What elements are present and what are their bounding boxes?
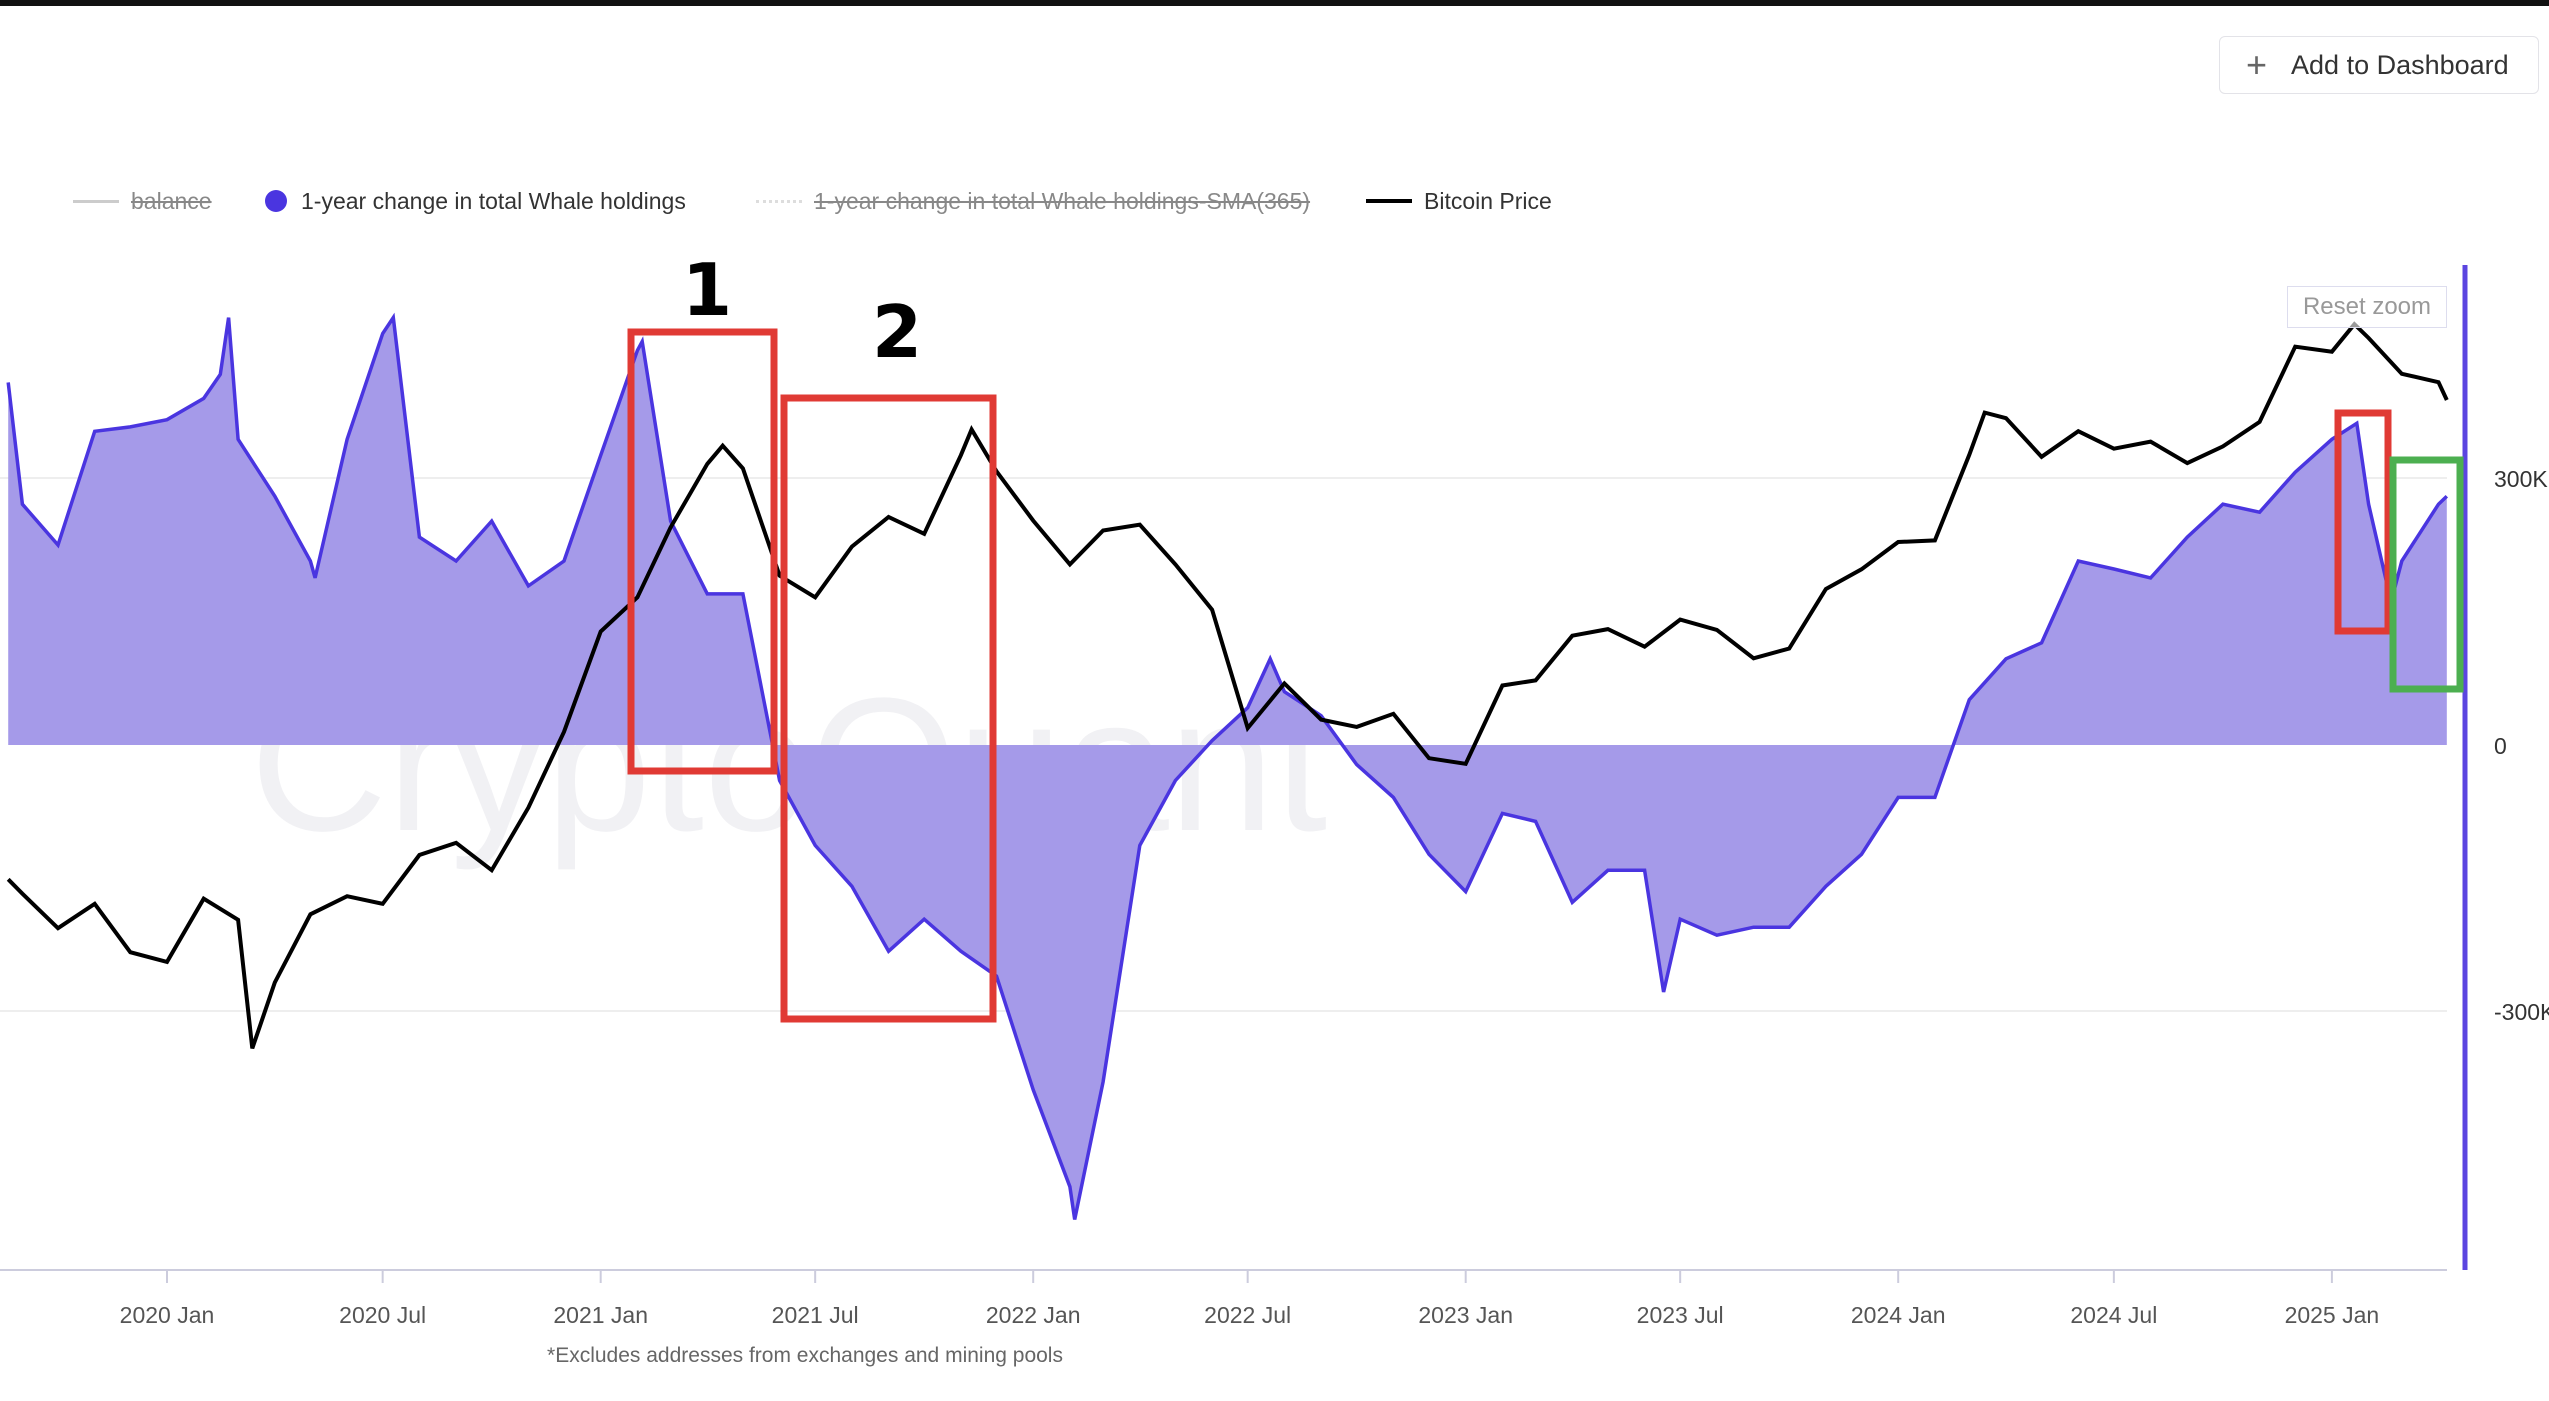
x-tick-label: 2023 Jan [1418,1302,1513,1328]
annotation-label-2: 2 [872,290,923,374]
legend-item-whale-sma[interactable]: 1-year change in total Whale holdings-SM… [756,184,1310,218]
annotation-box-2 [780,394,997,1023]
annotation-label-1: 1 [682,248,733,332]
circle-swatch-icon [265,190,287,212]
annotation-box-1 [627,328,778,775]
x-tick-label: 2021 Jul [772,1302,859,1328]
reset-zoom-button[interactable]: Reset zoom [2287,286,2447,328]
legend-item-whale-change[interactable]: 1-year change in total Whale holdings [265,184,686,218]
x-tick-label: 2021 Jan [553,1302,648,1328]
x-tick-label: 2022 Jan [986,1302,1081,1328]
line-swatch-icon [1366,199,1412,203]
x-tick-label: 2024 Jan [1851,1302,1946,1328]
x-axis-ticks: 2020 Jan 2020 Jul 2021 Jan 2021 Jul 2022 Jan… [120,1270,2380,1328]
y-tick-300k: 300K [2494,466,2548,492]
x-tick-label: 2020 Jan [120,1302,215,1328]
x-tick-label: 2025 Jan [2285,1302,2380,1328]
legend-item-balance[interactable]: balance [73,184,212,218]
top-border [0,0,2549,6]
footnote: *Excludes addresses from exchanges and m… [547,1344,1063,1367]
x-tick-label: 2023 Jul [1637,1302,1724,1328]
legend-label: balance [131,187,212,214]
line-swatch-icon [73,199,119,203]
whale-area [8,317,2447,1220]
plus-icon: + [2246,44,2268,85]
legend-label: Bitcoin Price [1424,187,1552,214]
annotation-box-green-recent [2389,456,2464,693]
legend-label: 1-year change in total Whale holdings-SM… [814,187,1311,214]
add-to-dashboard-button[interactable]: + Add to Dashboard [2219,36,2539,94]
chart-legend: balance 1-year change in total Whale hol… [0,184,1600,218]
y-tick-0: 0 [2494,733,2507,759]
add-to-dashboard-label: Add to Dashboard [2291,49,2509,80]
y-tick-minus-300k: -300K [2494,999,2549,1025]
x-tick-label: 2022 Jul [1204,1302,1291,1328]
whale-line [6,312,2449,1220]
dotted-line-swatch-icon [756,199,802,203]
x-tick-label: 2024 Jul [2070,1302,2157,1328]
legend-item-bitcoin-price[interactable]: Bitcoin Price [1366,184,1552,218]
legend-label: 1-year change in total Whale holdings [301,187,686,214]
x-tick-label: 2020 Jul [339,1302,426,1328]
annotation-box-red-recent [2334,409,2392,635]
